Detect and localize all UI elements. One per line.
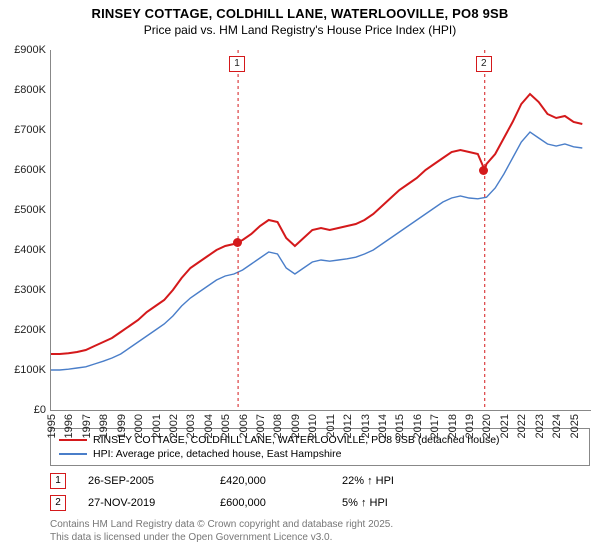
y-tick-label: £0	[0, 404, 46, 416]
sale-marker-dot	[233, 238, 242, 247]
legend-row-hpi: HPI: Average price, detached house, East…	[59, 447, 581, 461]
legend-swatch-hpi	[59, 453, 87, 455]
y-tick-label: £900K	[0, 44, 46, 56]
y-tick-label: £100K	[0, 364, 46, 376]
y-tick-label: £300K	[0, 284, 46, 296]
sales-table: 1 26-SEP-2005 £420,000 22% ↑ HPI 2 27-NOV-201…	[50, 466, 590, 514]
legend-label-hpi: HPI: Average price, detached house, East…	[93, 448, 341, 460]
legend-and-footer: RINSEY COTTAGE, COLDHILL LANE, WATERLOOV…	[50, 428, 590, 544]
y-tick-label: £800K	[0, 84, 46, 96]
sale-marker-dot	[479, 166, 488, 175]
sale-number-box: 2	[50, 495, 66, 511]
sale-hpi-delta: 22% ↑ HPI	[342, 475, 394, 487]
legend-swatch-subject	[59, 439, 87, 441]
sale-number-box: 1	[50, 473, 66, 489]
sale-date: 26-SEP-2005	[88, 475, 198, 487]
sale-price: £600,000	[220, 497, 320, 509]
sale-row: 1 26-SEP-2005 £420,000 22% ↑ HPI	[50, 470, 590, 492]
y-tick-label: £600K	[0, 164, 46, 176]
y-tick-label: £500K	[0, 204, 46, 216]
x-tick-label: 2025	[569, 414, 600, 438]
sale-marker-number: 1	[229, 56, 245, 72]
sale-marker-number: 2	[476, 56, 492, 72]
y-tick-label: £200K	[0, 324, 46, 336]
sale-date: 27-NOV-2019	[88, 497, 198, 509]
series-subject	[51, 94, 582, 354]
plot-area	[50, 50, 591, 411]
chart-svg	[51, 50, 591, 410]
footer-line-2: This data is licensed under the Open Gov…	[50, 531, 590, 544]
y-tick-label: £400K	[0, 244, 46, 256]
footer-attribution: Contains HM Land Registry data © Crown c…	[50, 514, 590, 544]
y-tick-label: £700K	[0, 124, 46, 136]
footer-line-1: Contains HM Land Registry data © Crown c…	[50, 518, 590, 531]
chart-container: RINSEY COTTAGE, COLDHILL LANE, WATERLOOV…	[0, 0, 600, 560]
sale-row: 2 27-NOV-2019 £600,000 5% ↑ HPI	[50, 492, 590, 514]
chart-title: RINSEY COTTAGE, COLDHILL LANE, WATERLOOV…	[0, 0, 600, 21]
series-hpi	[51, 132, 582, 370]
sale-hpi-delta: 5% ↑ HPI	[342, 497, 388, 509]
chart-subtitle: Price paid vs. HM Land Registry's House …	[0, 21, 600, 37]
sale-price: £420,000	[220, 475, 320, 487]
